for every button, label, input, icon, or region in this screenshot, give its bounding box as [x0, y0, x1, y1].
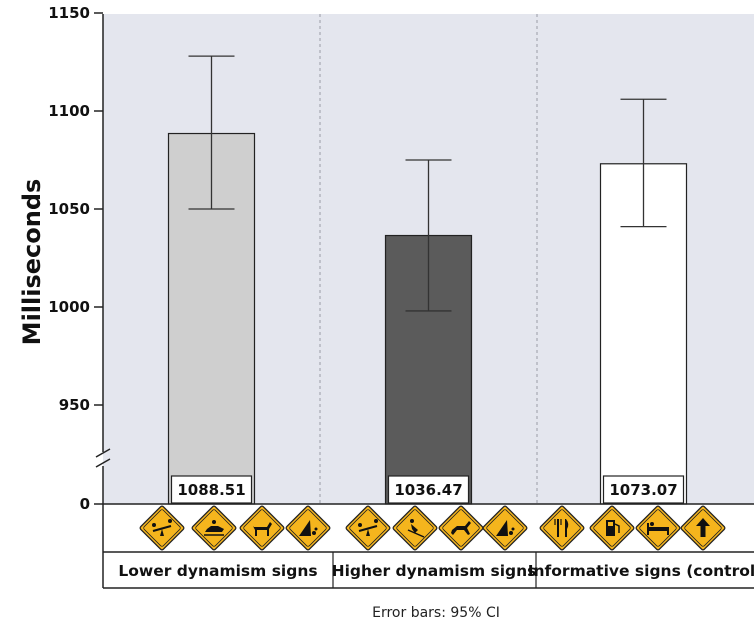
axis-break-mark-lower [95, 458, 111, 468]
category-label: Informative signs (control) [528, 562, 754, 580]
glyph-part [212, 520, 216, 524]
y-axis-label: Milliseconds [18, 179, 46, 346]
footnote: Error bars: 95% CI [372, 605, 500, 621]
category-label: Higher dynamism signs [332, 562, 537, 580]
category-label-row: Lower dynamism signs Higher dynamism sign… [102, 504, 754, 589]
glyph-part [160, 529, 164, 536]
glyph-part [451, 521, 471, 535]
landslide-sign-icon [482, 505, 528, 551]
data-label: 1073.07 [609, 481, 677, 499]
glyph-part [314, 527, 318, 531]
sign-diamond-inner-border [684, 509, 722, 547]
sign-diamond-inner-border [195, 509, 233, 547]
data-label-box [387, 475, 470, 504]
category-separators [319, 14, 538, 504]
y-tick-label: 950 [59, 396, 90, 414]
glyph-part [411, 524, 418, 533]
data-label: 1036.47 [394, 481, 462, 499]
gas-station-sign-icon [589, 505, 635, 551]
error-bars-group [188, 55, 667, 312]
glyph-part [614, 523, 620, 533]
sign-diamond-inner-border [593, 509, 631, 547]
restaurant-sign-icon [539, 505, 585, 551]
sign-diamond-inner-border [639, 509, 677, 547]
error-bar [188, 55, 235, 210]
glyph-part [648, 527, 668, 531]
data-label-box [602, 475, 685, 504]
glyph-part [205, 526, 224, 532]
sign-diamond-inner-border [396, 509, 434, 547]
glyph-part [358, 525, 378, 532]
sign-diamond-inner-border [543, 509, 581, 547]
y-tick-label: 0 [80, 495, 90, 513]
glyph-part [152, 525, 172, 532]
y-tick-label: 1100 [48, 102, 90, 120]
data-label: 1088.51 [177, 481, 245, 499]
glyph-part [366, 529, 370, 536]
sign-diamond-inner-border [243, 509, 281, 547]
glyph-part [168, 519, 172, 523]
glyph-part [374, 519, 378, 523]
glyph-part [509, 531, 513, 535]
glyph-part [312, 531, 316, 535]
glyph-part [650, 522, 654, 526]
glyph-part [299, 520, 311, 536]
y-axis: 950 1000 1050 1100 1150 0 [48, 4, 754, 513]
data-labels-group: 1088.51 1036.47 1073.07 [170, 475, 685, 504]
error-bar [620, 98, 667, 228]
sign-diamond-inner-border [442, 509, 480, 547]
glyph-part [511, 527, 515, 531]
glyph-part [410, 519, 414, 523]
glyph-part [696, 518, 710, 537]
y-tick-label: 1000 [48, 298, 90, 316]
seesaw-sign-icon [345, 505, 391, 551]
running-horse-sign-icon [438, 505, 484, 551]
sign-diamond [539, 505, 585, 551]
skier-sign-icon [392, 505, 438, 551]
landslide-sign-icon [285, 505, 331, 551]
seesaw-sign-icon [139, 505, 185, 551]
glyph-part [565, 519, 569, 537]
glyph-part [608, 522, 613, 526]
glyph-part [496, 520, 508, 536]
sign-diamond-inner-border [486, 509, 524, 547]
data-label-box [170, 475, 253, 504]
error-bar [405, 159, 452, 312]
arrow-up-sign-icon [680, 505, 726, 551]
glyph-part [152, 523, 156, 527]
glyph-part [606, 520, 615, 536]
category-label: Lower dynamism signs [118, 562, 317, 580]
glyph-part [358, 523, 362, 527]
y-tick-label: 1150 [48, 4, 90, 22]
sign-diamond-inner-border [289, 509, 327, 547]
sign-icon-row [139, 505, 726, 551]
glyph-part [407, 529, 425, 538]
snowmobile-sign-icon [191, 505, 237, 551]
y-tick-label: 1050 [48, 200, 90, 218]
horse-sign-icon [239, 505, 285, 551]
sign-diamond-inner-border [143, 509, 181, 547]
axis-break-mark-upper [95, 448, 111, 458]
glyph-part [253, 522, 272, 536]
sign-diamond-inner-border [349, 509, 387, 547]
lodging-sign-icon [635, 505, 681, 551]
